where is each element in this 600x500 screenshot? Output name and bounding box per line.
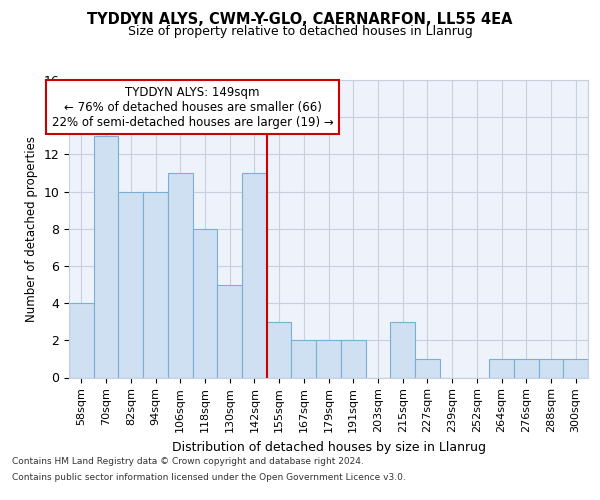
X-axis label: Distribution of detached houses by size in Llanrug: Distribution of detached houses by size … (172, 440, 485, 454)
Bar (242, 173, 267, 378)
Bar (143, 192, 168, 378)
Text: Contains public sector information licensed under the Open Government Licence v3: Contains public sector information licen… (12, 472, 406, 482)
Text: TYDDYN ALYS: 149sqm
← 76% of detached houses are smaller (66)
22% of semi-detach: TYDDYN ALYS: 149sqm ← 76% of detached ho… (52, 86, 334, 128)
Bar (341, 340, 365, 378)
Bar (69, 303, 94, 378)
Text: TYDDYN ALYS, CWM-Y-GLO, CAERNARFON, LL55 4EA: TYDDYN ALYS, CWM-Y-GLO, CAERNARFON, LL55… (87, 12, 513, 28)
Bar (193, 229, 217, 378)
Y-axis label: Number of detached properties: Number of detached properties (25, 136, 38, 322)
Bar (514, 359, 539, 378)
Bar (390, 322, 415, 378)
Bar (563, 359, 588, 378)
Bar (217, 284, 242, 378)
Bar (489, 359, 514, 378)
Bar (168, 173, 193, 378)
Text: Contains HM Land Registry data © Crown copyright and database right 2024.: Contains HM Land Registry data © Crown c… (12, 458, 364, 466)
Text: Size of property relative to detached houses in Llanrug: Size of property relative to detached ho… (128, 25, 472, 38)
Bar (539, 359, 563, 378)
Bar (267, 322, 292, 378)
Bar (292, 340, 316, 378)
Bar (94, 136, 118, 378)
Bar (316, 340, 341, 378)
Bar (415, 359, 440, 378)
Bar (118, 192, 143, 378)
